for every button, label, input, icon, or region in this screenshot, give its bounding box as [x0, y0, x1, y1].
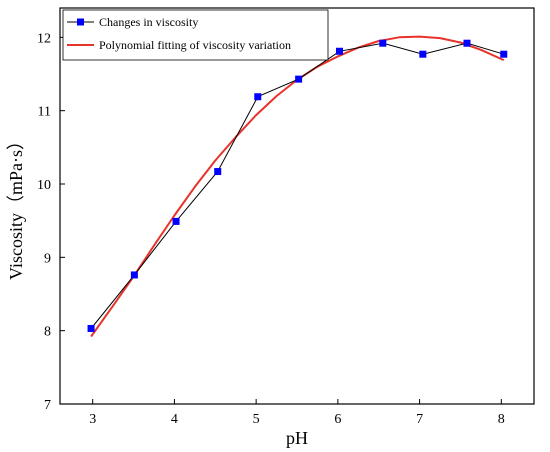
data-point-7 — [379, 39, 387, 47]
y-tick-label-10: 10 — [37, 178, 51, 193]
x-axis-title: pH — [286, 428, 308, 448]
legend-label-series-2: Polynomial fitting of viscosity variatio… — [99, 38, 291, 52]
data-point-8 — [419, 50, 427, 58]
data-point-9 — [463, 39, 471, 47]
data-point-2 — [172, 217, 180, 225]
x-tick-label-7: 7 — [416, 412, 423, 427]
y-axis-title: Viscosity（mPa·s） — [6, 132, 26, 280]
legend: Changes in viscosity Polynomial fitting … — [62, 9, 329, 61]
x-tick-label-5: 5 — [253, 412, 260, 427]
legend-box — [62, 9, 329, 61]
y-tick-label-12: 12 — [37, 31, 51, 46]
x-tick-label-8: 8 — [498, 412, 505, 427]
data-point-4 — [254, 93, 262, 101]
legend-label-series-1: Changes in viscosity — [99, 15, 198, 29]
viscosity-series-line — [90, 42, 504, 329]
data-point-10 — [500, 50, 508, 58]
data-point-6 — [335, 47, 343, 55]
data-point-5 — [295, 75, 303, 83]
axis-ticks: 3 4 5 6 7 8 7 8 9 10 11 12 — [37, 31, 505, 427]
data-point-0 — [87, 324, 95, 332]
y-tick-label-11: 11 — [38, 105, 51, 120]
data-point-3 — [214, 168, 222, 176]
y-tick-label-8: 8 — [44, 325, 51, 340]
plot-frame — [59, 7, 535, 405]
y-tick-label-7: 7 — [44, 398, 51, 413]
data-point-1 — [130, 271, 138, 279]
legend-marker-series-1 — [77, 18, 84, 26]
x-tick-label-3: 3 — [89, 412, 96, 427]
series-layer — [87, 35, 508, 338]
x-tick-label-4: 4 — [171, 412, 178, 427]
y-tick-label-9: 9 — [44, 251, 51, 266]
x-tick-label-6: 6 — [334, 412, 341, 427]
